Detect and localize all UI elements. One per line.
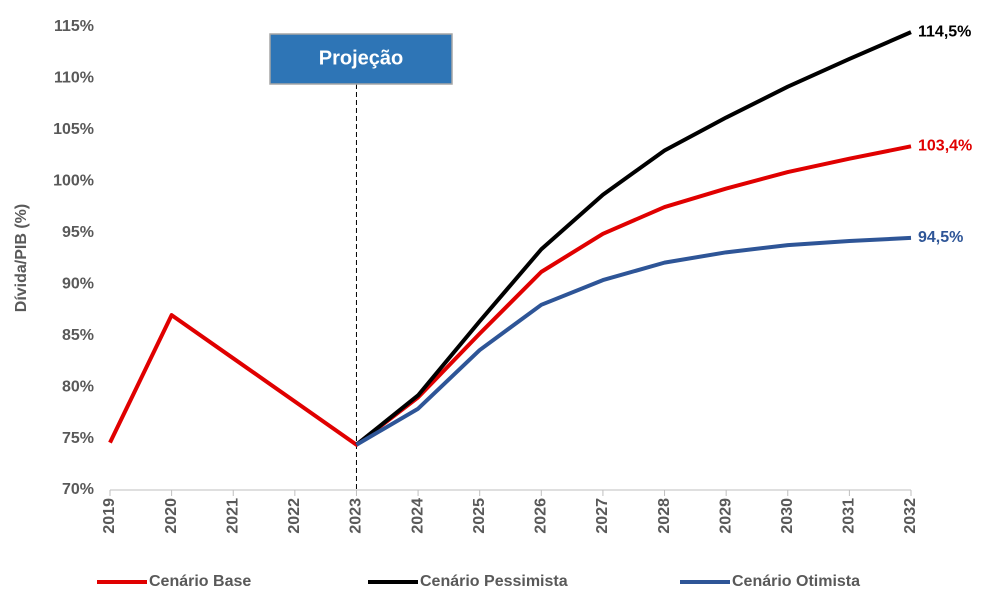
series-line <box>355 30 912 447</box>
y-tick-label: 110% <box>54 70 94 87</box>
x-tick-label: 2020 <box>163 498 180 534</box>
legend-label: Cenário Otimista <box>732 573 860 590</box>
y-tick-label: 85% <box>62 327 94 344</box>
x-tick-label: 2023 <box>348 498 365 534</box>
annotation-text: Projeção <box>319 47 403 69</box>
x-tick-label: 2027 <box>594 498 611 534</box>
x-tick-label: 2030 <box>779 498 796 534</box>
value-label: 103,4% <box>918 138 972 155</box>
series-line <box>108 144 912 447</box>
x-tick-label: 2025 <box>471 498 488 534</box>
y-tick-label: 95% <box>62 224 94 241</box>
legend-label: Cenário Pessimista <box>420 573 568 590</box>
y-axis-label: Dívida/PIB (%) <box>13 204 30 312</box>
legend-label: Cenário Base <box>149 573 251 590</box>
y-tick-label: 100% <box>53 173 94 190</box>
y-tick-label: 105% <box>53 121 94 138</box>
value-label: 94,5% <box>918 229 963 246</box>
x-tick-label: 2019 <box>101 498 118 534</box>
x-tick-label: 2031 <box>841 498 858 534</box>
y-tick-label: 115% <box>54 18 94 35</box>
x-tick-label: 2026 <box>533 498 550 534</box>
y-tick-label: 80% <box>62 378 94 395</box>
x-tick-label: 2022 <box>286 498 303 534</box>
y-tick-label: 90% <box>62 275 94 292</box>
y-tick-label: 75% <box>62 430 94 447</box>
annotation-box <box>269 33 453 85</box>
y-tick-label: 70% <box>62 481 94 498</box>
x-tick-label: 2028 <box>656 498 673 534</box>
value-label: 114,5% <box>918 23 971 40</box>
x-tick-label: 2029 <box>717 498 734 534</box>
x-tick-label: 2024 <box>409 498 426 534</box>
x-tick-label: 2032 <box>902 498 919 534</box>
series-line <box>355 235 912 447</box>
x-tick-label: 2021 <box>224 498 241 534</box>
